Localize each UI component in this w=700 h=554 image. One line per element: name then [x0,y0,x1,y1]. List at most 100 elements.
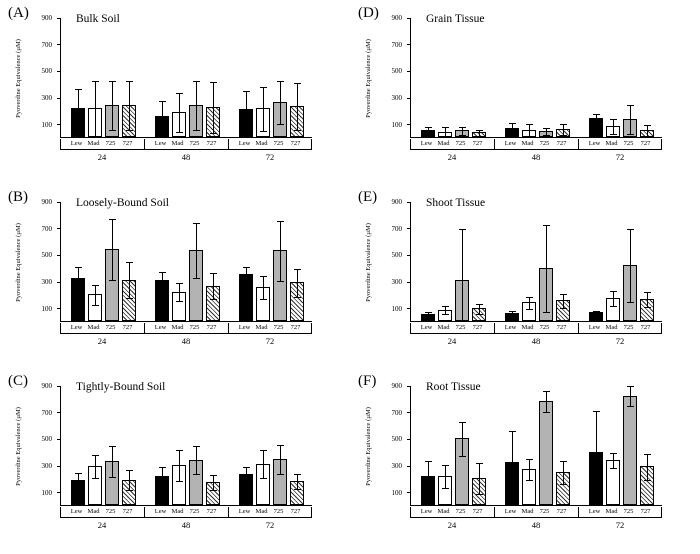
y-axis-title-text: Pyoverdine Equivalence (µM) [364,222,372,302]
x-group-label: 72 [615,336,625,346]
y-tick-label: 900 [391,382,403,390]
panel-letter: (D) [358,5,379,21]
x-category-label: 725 [189,508,200,515]
error-bar [609,290,617,307]
x-category-label: 727 [206,508,217,515]
x-category-label: Mad [87,324,100,331]
y-tick-mark [57,228,60,230]
y-axis-ticks: 100 300 500 700 900 [30,14,56,138]
y-tick-label: 700 [391,224,403,233]
y-tick-label: 100 [391,120,403,129]
x-category-label: Mad [87,508,100,515]
panel-title: Bulk Soil [76,13,120,25]
x-category-label: Lew [238,508,251,515]
error-bar [508,431,516,496]
y-tick-label: 100 [391,488,403,497]
panel-a: (A) Bulk Soil Pyoverdine Equivalence (µM… [0,2,350,186]
error-bar [441,127,449,138]
y-tick-mark [57,385,60,387]
x-category-label: 725 [273,140,284,147]
y-tick-label: 500 [391,67,403,76]
error-bar [542,128,550,136]
x-group-label: 48 [181,520,191,530]
group-divider [410,139,411,150]
category-label-row: Lew Mad 725 727 Lew Mad 725 727 Lew Mad 725 727 [60,507,312,518]
y-tick-mark [57,412,60,414]
error-bar [441,465,449,490]
group-divider [228,139,229,150]
error-bar [259,86,267,133]
error-bar [458,228,466,323]
y-tick-mark [407,492,410,494]
x-category-label: Mad [521,508,534,515]
error-bar [626,386,634,408]
error-bar [74,88,82,129]
x-category-label: 727 [640,324,651,331]
error-bar [242,267,250,284]
y-axis-ticks: 100 300 500 700 900 [30,198,56,322]
error-bar [559,460,567,485]
category-label-row: Lew Mad 725 727 Lew Mad 725 727 Lew Mad 725 727 [410,507,662,518]
error-bar [276,80,284,125]
error-bar [108,81,116,131]
error-bar [525,124,533,138]
error-bar [242,91,250,129]
y-tick-label: 500 [391,435,403,444]
x-category-label: 725 [623,508,634,515]
error-bar [293,474,301,490]
x-category-label: 727 [122,324,133,331]
panel-title: Tightly-Bound Soil [76,381,166,393]
x-category-label: 725 [623,324,634,331]
x-group-label: 72 [265,520,275,530]
x-category-label: Mad [171,508,184,515]
x-category-label: Mad [255,140,268,147]
x-category-label: Mad [255,508,268,515]
group-divider [144,139,145,150]
x-category-label: Lew [154,324,167,331]
y-tick-label: 900 [41,382,53,390]
error-bar [259,276,267,300]
y-tick-label: 700 [391,40,403,49]
error-bar [158,467,166,486]
x-axis-table: Lew Mad 725 727 Lew Mad 725 727 Lew Mad 725 727 24 4… [410,507,662,532]
panel-letter: (F) [358,373,377,389]
error-bar [175,283,183,302]
y-tick-mark [57,201,60,203]
error-bar [525,459,533,481]
y-tick-mark [407,308,410,310]
y-tick-label: 700 [41,224,53,233]
x-group-label: 24 [447,520,457,530]
x-group-label: 72 [265,152,275,162]
error-bar [74,267,82,292]
x-category-label: 727 [122,140,133,147]
error-bar [609,452,617,469]
y-axis-title-text: Pyoverdine Equivalence (µM) [14,406,22,486]
x-category-label: Mad [87,140,100,147]
error-bar [508,311,516,318]
x-category-label: Lew [420,508,433,515]
error-bar [643,454,651,481]
x-category-label: Lew [70,140,83,147]
category-label-row: Lew Mad 725 727 Lew Mad 725 727 Lew Mad 725 727 [410,323,662,334]
group-divider [578,507,579,518]
x-category-label: Lew [420,324,433,331]
x-category-label: 727 [556,140,567,147]
y-tick-label: 700 [41,40,53,49]
error-bar [542,224,550,313]
bar-725 [538,401,553,505]
x-category-label: Lew [420,140,433,147]
group-divider [661,507,662,518]
y-tick-mark [57,281,60,283]
group-label-row: 24 48 72 [60,518,312,532]
group-label-row: 24 48 72 [60,334,312,348]
y-axis-title-text: Pyoverdine Equivalence (µM) [14,38,22,118]
x-category-label: 725 [189,140,200,147]
x-category-label: 725 [105,508,116,515]
x-category-label: 727 [556,508,567,515]
y-tick-mark [407,281,410,283]
x-group-label: 48 [181,152,191,162]
panel-letter: (E) [358,189,378,205]
y-tick-label: 500 [41,67,53,76]
y-tick-label: 700 [41,408,53,417]
error-bar [592,310,600,317]
